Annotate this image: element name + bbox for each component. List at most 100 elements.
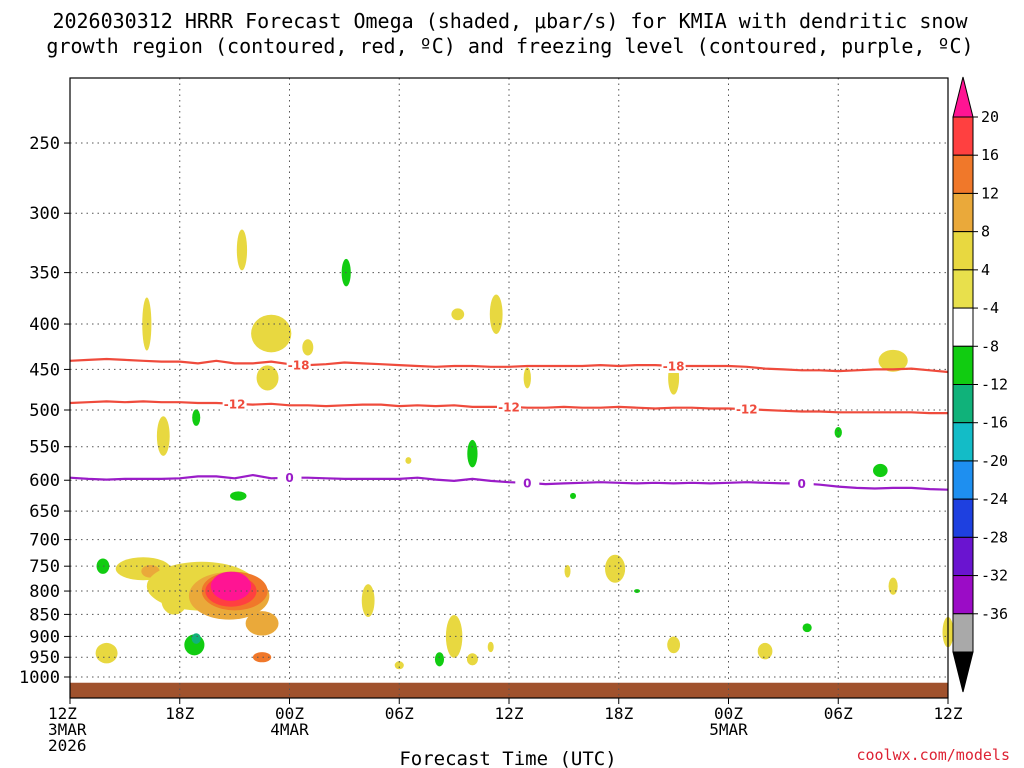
colorbar-top-arrow (952, 76, 974, 118)
omega-feature (434, 652, 445, 667)
contour-line (69, 474, 949, 491)
omega-feature (757, 642, 773, 660)
time-tick-label: 5MAR (709, 720, 748, 739)
colorbar-segment (952, 384, 974, 424)
omega-feature (252, 652, 272, 663)
colorbar-tick-label: -4 (981, 299, 999, 317)
chart-title-line2: growth region (contoured, red, ºC) and f… (46, 34, 973, 58)
omega-feature (487, 641, 494, 653)
omega-feature (667, 636, 681, 654)
pressure-tick-label: 350 (29, 264, 60, 284)
contour-label-bg (497, 399, 521, 414)
pressure-tick-label: 450 (29, 360, 60, 380)
time-tick-label: 3MAR (48, 720, 87, 739)
omega-feature (394, 661, 404, 670)
x-axis-label: Forecast Time (UTC) (399, 748, 616, 768)
colorbar-tick-label: -20 (981, 452, 1008, 470)
pressure-tick-label: 550 (29, 438, 60, 458)
contour-label: -12 (736, 403, 758, 417)
colorbar-segment (952, 460, 974, 500)
colorbar-segment (952, 613, 974, 653)
omega-feature (96, 558, 110, 574)
pressure-tick-label: 900 (29, 627, 60, 647)
colorbar-tick-label: -16 (981, 414, 1008, 432)
colorbar-segment (952, 154, 974, 194)
colorbar-tick-label: 12 (981, 184, 999, 202)
time-tick-label: 18Z (604, 704, 633, 723)
omega-feature (451, 308, 465, 321)
omega-feature (245, 611, 279, 636)
contour-line (69, 357, 949, 374)
omega-feature (445, 614, 463, 658)
colorbar-tick-label: 20 (981, 108, 999, 126)
time-tick-label: 12Z (495, 704, 524, 723)
pressure-tick-label: 1000 (19, 668, 60, 688)
pressure-tick-label: 400 (29, 315, 60, 335)
omega-feature (888, 577, 898, 595)
omega-feature (156, 416, 170, 456)
colorbar-tick-label: -24 (981, 490, 1008, 508)
time-tick-label: 06Z (385, 704, 414, 723)
omega-feature (191, 633, 201, 644)
colorbar-segment (952, 192, 974, 233)
omega-feature (95, 642, 118, 664)
omega-feature (489, 294, 503, 335)
pressure-tick-label: 650 (29, 502, 60, 522)
colorbar: 20 16 12 8 4 -4 -8 -12 -16 -20 -24 -28 -32 -36 (952, 76, 1008, 693)
surface-layer (70, 682, 948, 698)
colorbar-tick-label: -8 (981, 337, 999, 355)
colorbar-tick-label: -12 (981, 376, 1008, 394)
omega-feature (256, 365, 279, 391)
omega-feature (405, 457, 412, 464)
pressure-tick-label: 850 (29, 605, 60, 625)
omega-feature (605, 554, 626, 583)
omega-feature (251, 314, 292, 353)
pressure-tick-label: 500 (29, 401, 60, 421)
pressure-tick-label: 700 (29, 531, 60, 551)
colorbar-segment (952, 575, 974, 615)
omega-feature (873, 463, 888, 478)
colorbar-segment (952, 231, 974, 271)
time-tick-label: 18Z (165, 704, 194, 723)
omega-feature (210, 571, 252, 601)
colorbar-segment (952, 422, 974, 462)
pressure-tick-label: 800 (29, 582, 60, 602)
contour-label: -12 (498, 400, 520, 414)
omega-feature (878, 349, 908, 372)
chart-title-line1: 2026030312 HRRR Forecast Omega (shaded, … (52, 9, 968, 33)
time-tick-label: 00Z (714, 704, 743, 723)
surface-band (70, 682, 948, 698)
contour-label-bg (789, 476, 814, 491)
pressure-tick-label: 950 (29, 648, 60, 668)
omega-feature (142, 297, 152, 351)
omega-feature (523, 367, 531, 389)
contour-label: -18 (663, 359, 685, 373)
colorbar-segment (952, 116, 974, 156)
contour-label-bg (277, 470, 302, 485)
colorbar-segment (952, 269, 974, 309)
time-tick-label: 12Z (48, 704, 77, 723)
colorbar-segment (952, 307, 974, 347)
pressure-tick-label: 300 (29, 204, 60, 224)
contour-label-bg (661, 358, 686, 373)
colorbar-segment (952, 498, 974, 538)
credit-link[interactable]: coolwx.com/models (856, 746, 1010, 764)
omega-feature (302, 339, 314, 356)
contour-label-bg (286, 358, 311, 373)
colorbar-tick-label: -36 (981, 605, 1008, 623)
colorbar-tick-label: 16 (981, 146, 999, 164)
pressure-axis: 2503003504004505005506006507007508008509… (19, 134, 70, 688)
omega-feature (466, 653, 478, 666)
pressure-tick-label: 250 (29, 134, 60, 154)
omega-feature (192, 409, 201, 426)
colorbar-segment (952, 345, 974, 385)
omega-feature (467, 439, 478, 468)
omega-feature (802, 623, 812, 633)
contour-label-bg (515, 475, 540, 490)
colorbar-tick-label: -32 (981, 567, 1008, 585)
pressure-tick-label: 600 (29, 471, 60, 491)
omega-feature (230, 491, 247, 501)
colorbar-segment (952, 536, 974, 577)
